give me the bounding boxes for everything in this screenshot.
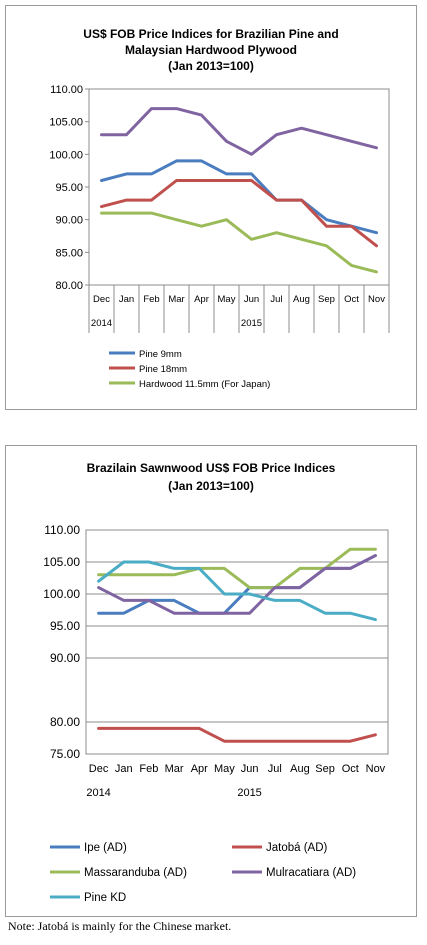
x-tick-label: Apr bbox=[194, 294, 209, 305]
y-tick-label: 80.00 bbox=[55, 280, 83, 292]
x-tick-label: Aug bbox=[293, 294, 310, 305]
x-tick-label: Dec bbox=[93, 294, 110, 305]
x-tick-label: Jul bbox=[268, 763, 282, 775]
x-tick-label: Jul bbox=[270, 294, 282, 305]
series-line-unlabeled-3 bbox=[100, 107, 378, 156]
series-line-pine-kd bbox=[97, 560, 377, 622]
series-line-mulracatiara-ad bbox=[97, 554, 377, 615]
chart-title-line-1: Brazilain Sawnwood US$ FOB Price Indices bbox=[86, 461, 336, 475]
y-tick-label: 95.00 bbox=[55, 182, 83, 194]
y-tick-label: 105.00 bbox=[43, 555, 80, 569]
y-tick-label: 80.00 bbox=[50, 715, 80, 729]
sawnwood-chart-panel: Brazilain Sawnwood US$ FOB Price Indices… bbox=[5, 445, 417, 917]
x-tick-label: Nov bbox=[368, 294, 385, 305]
year-label-2015: 2015 bbox=[241, 318, 262, 329]
x-tick-label: Feb bbox=[139, 763, 158, 775]
series-line-jatoba-ad bbox=[97, 726, 377, 743]
plywood-chart-panel: US$ FOB Price Indices for Brazilian Pine… bbox=[5, 5, 417, 410]
year-label-2014: 2014 bbox=[86, 787, 110, 799]
year-label-2014: 2014 bbox=[91, 318, 112, 329]
x-tick-label: Nov bbox=[366, 763, 386, 775]
y-tick-label: 75.00 bbox=[50, 747, 80, 761]
x-tick-label: Feb bbox=[143, 294, 159, 305]
x-tick-label: Jun bbox=[241, 763, 259, 775]
sawnwood-line-chart: 110.00 105.00 100.00 95.00 90.00 80.00 75.00 De… bbox=[43, 523, 389, 904]
y-tick-label: 95.00 bbox=[50, 619, 80, 633]
y-tick-label: 105.00 bbox=[49, 117, 83, 129]
y-tick-label: 110.00 bbox=[50, 84, 83, 96]
y-tick-label: 90.00 bbox=[55, 215, 83, 227]
plywood-line-chart: 110.00 105.00 100.00 95.00 90.00 85.00 80.00 De… bbox=[49, 84, 390, 390]
year-label-2015: 2015 bbox=[237, 787, 261, 799]
x-tick-label: Oct bbox=[342, 763, 359, 775]
chart-title-line-2: (Jan 2013=100) bbox=[168, 479, 254, 493]
series-line-ipe-ad bbox=[97, 554, 377, 615]
x-tick-label: Mar bbox=[168, 294, 184, 305]
x-tick-label: Dec bbox=[89, 763, 109, 775]
plot-area bbox=[88, 88, 390, 286]
x-tick-label: May bbox=[214, 763, 235, 775]
footnote: Note: Jatobá is mainly for the Chinese m… bbox=[8, 919, 232, 933]
series-line-pine-9mm bbox=[100, 159, 378, 235]
x-tick-label: Mar bbox=[165, 763, 184, 775]
legend-label-mulracatiara-ad: Mulracatiara (AD) bbox=[266, 867, 356, 879]
legend-label-pine-kd: Pine KD bbox=[84, 892, 126, 904]
legend-label-ipe-ad: Ipe (AD) bbox=[84, 842, 127, 854]
x-tick-label: Oct bbox=[344, 294, 359, 305]
x-tick-label: Jun bbox=[244, 294, 259, 305]
legend-label-jatoba-ad: Jatobá (AD) bbox=[266, 842, 328, 854]
x-tick-label: Apr bbox=[191, 763, 208, 775]
y-tick-label: 85.00 bbox=[55, 247, 83, 259]
y-tick-label: 100.00 bbox=[43, 587, 80, 601]
y-tick-label: 90.00 bbox=[50, 651, 80, 665]
chart-title-line-1: US$ FOB Price Indices for Brazilian Pine… bbox=[83, 27, 339, 41]
series-line-pine-18mm bbox=[100, 179, 378, 248]
chart-title-line-3: (Jan 2013=100) bbox=[168, 59, 254, 73]
legend-label-hardwood-11-5mm-for-japan: Hardwood 11.5mm (For Japan) bbox=[139, 379, 270, 390]
x-tick-label: Jan bbox=[115, 763, 133, 775]
series-line-hardwood-11-5mm-for-japan bbox=[100, 211, 378, 274]
legend-label-pine-18mm: Pine 18mm bbox=[139, 364, 187, 375]
plot-area bbox=[85, 529, 389, 755]
x-tick-label: Aug bbox=[290, 763, 310, 775]
x-tick-label: May bbox=[218, 294, 236, 305]
y-tick-label: 110.00 bbox=[44, 523, 80, 537]
x-tick-label: Sep bbox=[318, 294, 335, 305]
x-tick-label: Jan bbox=[119, 294, 134, 305]
legend-label-massaranduba-ad: Massaranduba (AD) bbox=[84, 867, 187, 879]
x-tick-label: Sep bbox=[315, 763, 335, 775]
legend-label-pine-9mm: Pine 9mm bbox=[139, 349, 182, 360]
series-line-massaranduba-ad bbox=[97, 547, 377, 590]
chart-title-line-2: Malaysian Hardwood Plywood bbox=[124, 43, 298, 57]
y-tick-label: 100.00 bbox=[49, 149, 83, 161]
